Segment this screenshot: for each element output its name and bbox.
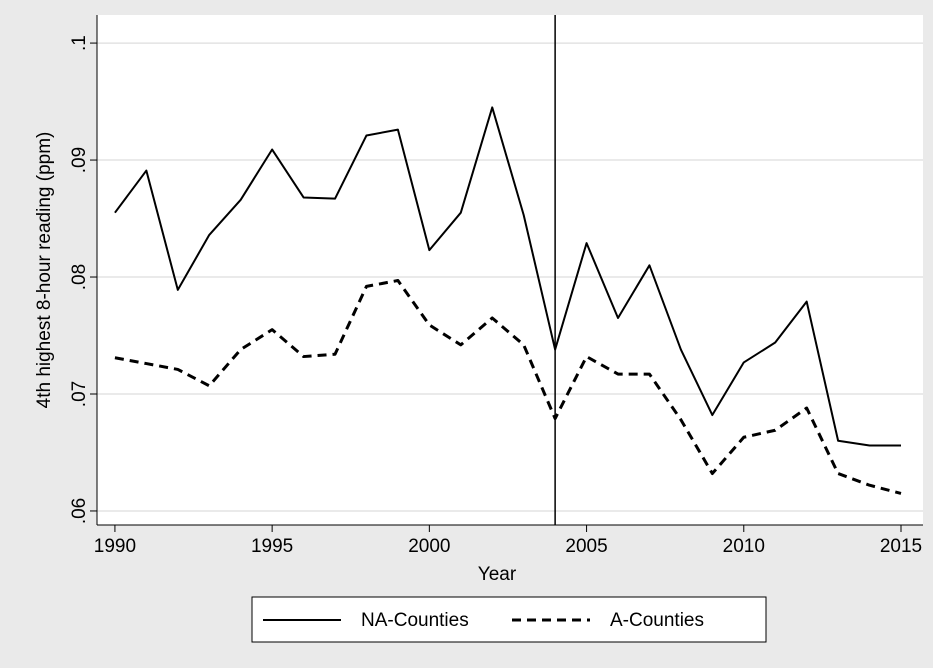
series-line [114, 106, 901, 447]
legend-label: A-Counties [610, 610, 704, 631]
y-tick-label: .09 [69, 147, 90, 173]
x-tick-label: 2005 [565, 536, 607, 557]
y-axis-title: 4th highest 8-hour reading (ppm) [34, 132, 55, 409]
series-line [114, 279, 902, 495]
plot-area [97, 15, 923, 525]
y-tick-label: .1 [69, 35, 90, 51]
legend-label: NA-Counties [361, 610, 469, 631]
x-tick-label: 1990 [94, 536, 136, 557]
y-tick-label: .07 [69, 381, 90, 407]
x-tick-label: 2010 [723, 536, 765, 557]
x-tick-label: 2000 [408, 536, 450, 557]
y-tick-label: .06 [69, 498, 90, 524]
x-tick-label: 1995 [251, 536, 293, 557]
x-tick-label: 2015 [880, 536, 922, 557]
y-tick-label: .08 [69, 264, 90, 290]
x-axis-title: Year [478, 564, 517, 585]
